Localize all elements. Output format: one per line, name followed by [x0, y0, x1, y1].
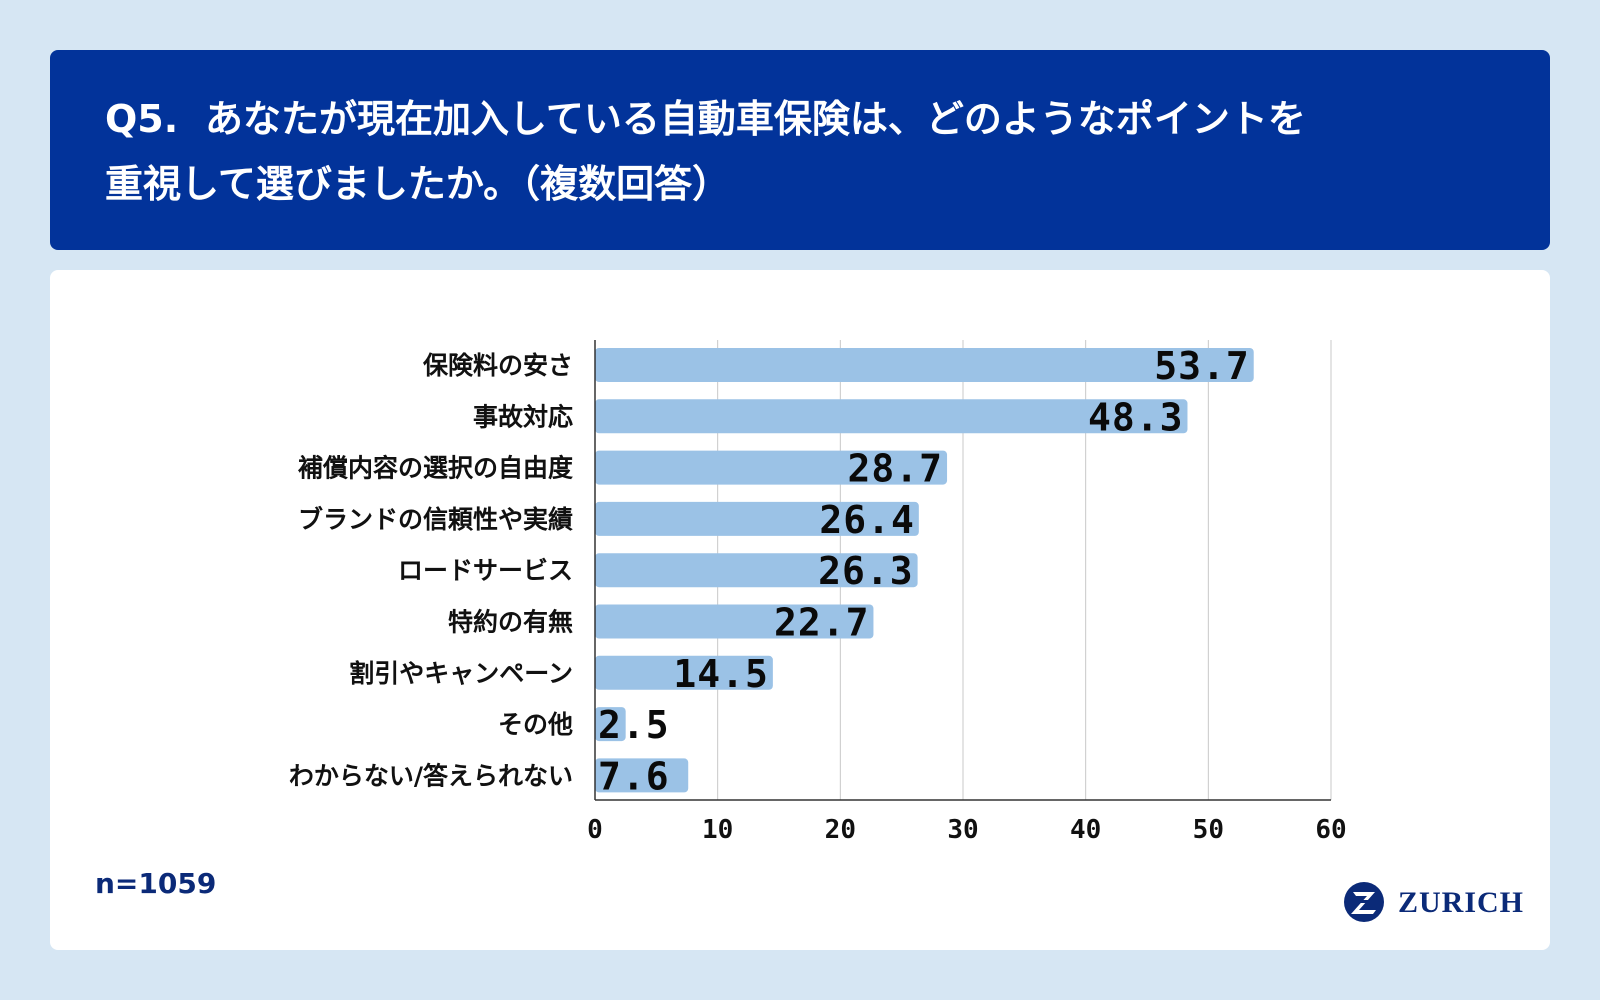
value-label-0: 53.7 — [1154, 344, 1250, 388]
bar-7 — [595, 707, 626, 742]
category-label-8: わからない/答えられない — [289, 761, 573, 790]
question-number: Q5. — [105, 97, 179, 141]
bar-chart: 保険料の安さ事故対応補償内容の選択の自由度ブランドの信頼性や実績ロードサービス特… — [289, 340, 1347, 845]
bar-1 — [595, 399, 1188, 434]
x-tick-label-1: 10 — [702, 815, 733, 845]
value-label-6: 14.5 — [673, 652, 769, 696]
value-label-1: 48.3 — [1088, 395, 1184, 439]
value-label-2: 28.7 — [848, 447, 944, 491]
question-header: Q5. あなたが現在加入している自動車保険は、どのようなポイントを 重視して選びま… — [50, 50, 1550, 250]
bar-4 — [595, 553, 918, 588]
bar-5 — [595, 604, 874, 639]
brand-name: ZURICH — [1398, 886, 1525, 919]
value-label-8: 7.6 — [598, 754, 670, 798]
x-tick-label-3: 30 — [947, 815, 978, 845]
question-text-1: あなたが現在加入している自動車保険は、どのようなポイントを — [205, 97, 1306, 141]
value-label-4: 26.3 — [818, 549, 914, 593]
value-label-3: 26.4 — [819, 498, 915, 542]
zurich-logo: ZURICH — [1342, 880, 1542, 926]
zurich-emblem-icon — [1344, 882, 1384, 922]
bar-6 — [595, 655, 773, 690]
category-label-4: ロードサービス — [398, 556, 573, 585]
category-label-6: 割引やキャンペーン — [349, 659, 573, 688]
x-tick-label-6: 60 — [1315, 815, 1346, 845]
category-label-3: ブランドの信頼性や実績 — [298, 505, 573, 534]
question-title-line-2: 重視して選びましたか。（複数回答） — [105, 162, 731, 206]
category-label-1: 事故対応 — [473, 402, 573, 431]
bar-2 — [595, 450, 948, 485]
category-label-0: 保険料の安さ — [422, 351, 573, 380]
bar-3 — [595, 501, 919, 536]
category-label-2: 補償内容の選択の自由度 — [297, 454, 573, 483]
question-title-line-1: Q5. あなたが現在加入している自動車保険は、どのようなポイントを — [105, 100, 1306, 138]
value-label-7: 2.5 — [598, 703, 670, 747]
x-tick-label-5: 50 — [1193, 815, 1224, 845]
sample-size-label: n=1059 — [95, 867, 217, 900]
x-tick-label-4: 40 — [1070, 815, 1101, 845]
category-label-7: その他 — [498, 710, 573, 739]
category-label-5: 特約の有無 — [448, 608, 573, 637]
x-tick-label-2: 20 — [825, 815, 856, 845]
bar-8 — [595, 758, 689, 793]
bar-0 — [595, 348, 1254, 382]
value-label-5: 22.7 — [774, 601, 870, 645]
chart-panel: 保険料の安さ事故対応補償内容の選択の自由度 ブランドの信頼性や実績ロードサービス特… — [50, 270, 1550, 950]
x-tick-label-0: 0 — [587, 815, 603, 845]
